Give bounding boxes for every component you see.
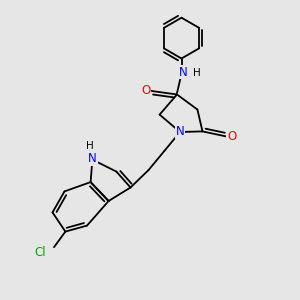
Text: O: O bbox=[227, 130, 236, 143]
Text: N: N bbox=[88, 152, 97, 165]
Text: H: H bbox=[86, 141, 94, 151]
Text: O: O bbox=[141, 84, 150, 98]
Text: Cl: Cl bbox=[34, 246, 46, 259]
Text: H: H bbox=[193, 68, 201, 79]
Text: N: N bbox=[176, 125, 184, 139]
Text: N: N bbox=[178, 65, 188, 79]
